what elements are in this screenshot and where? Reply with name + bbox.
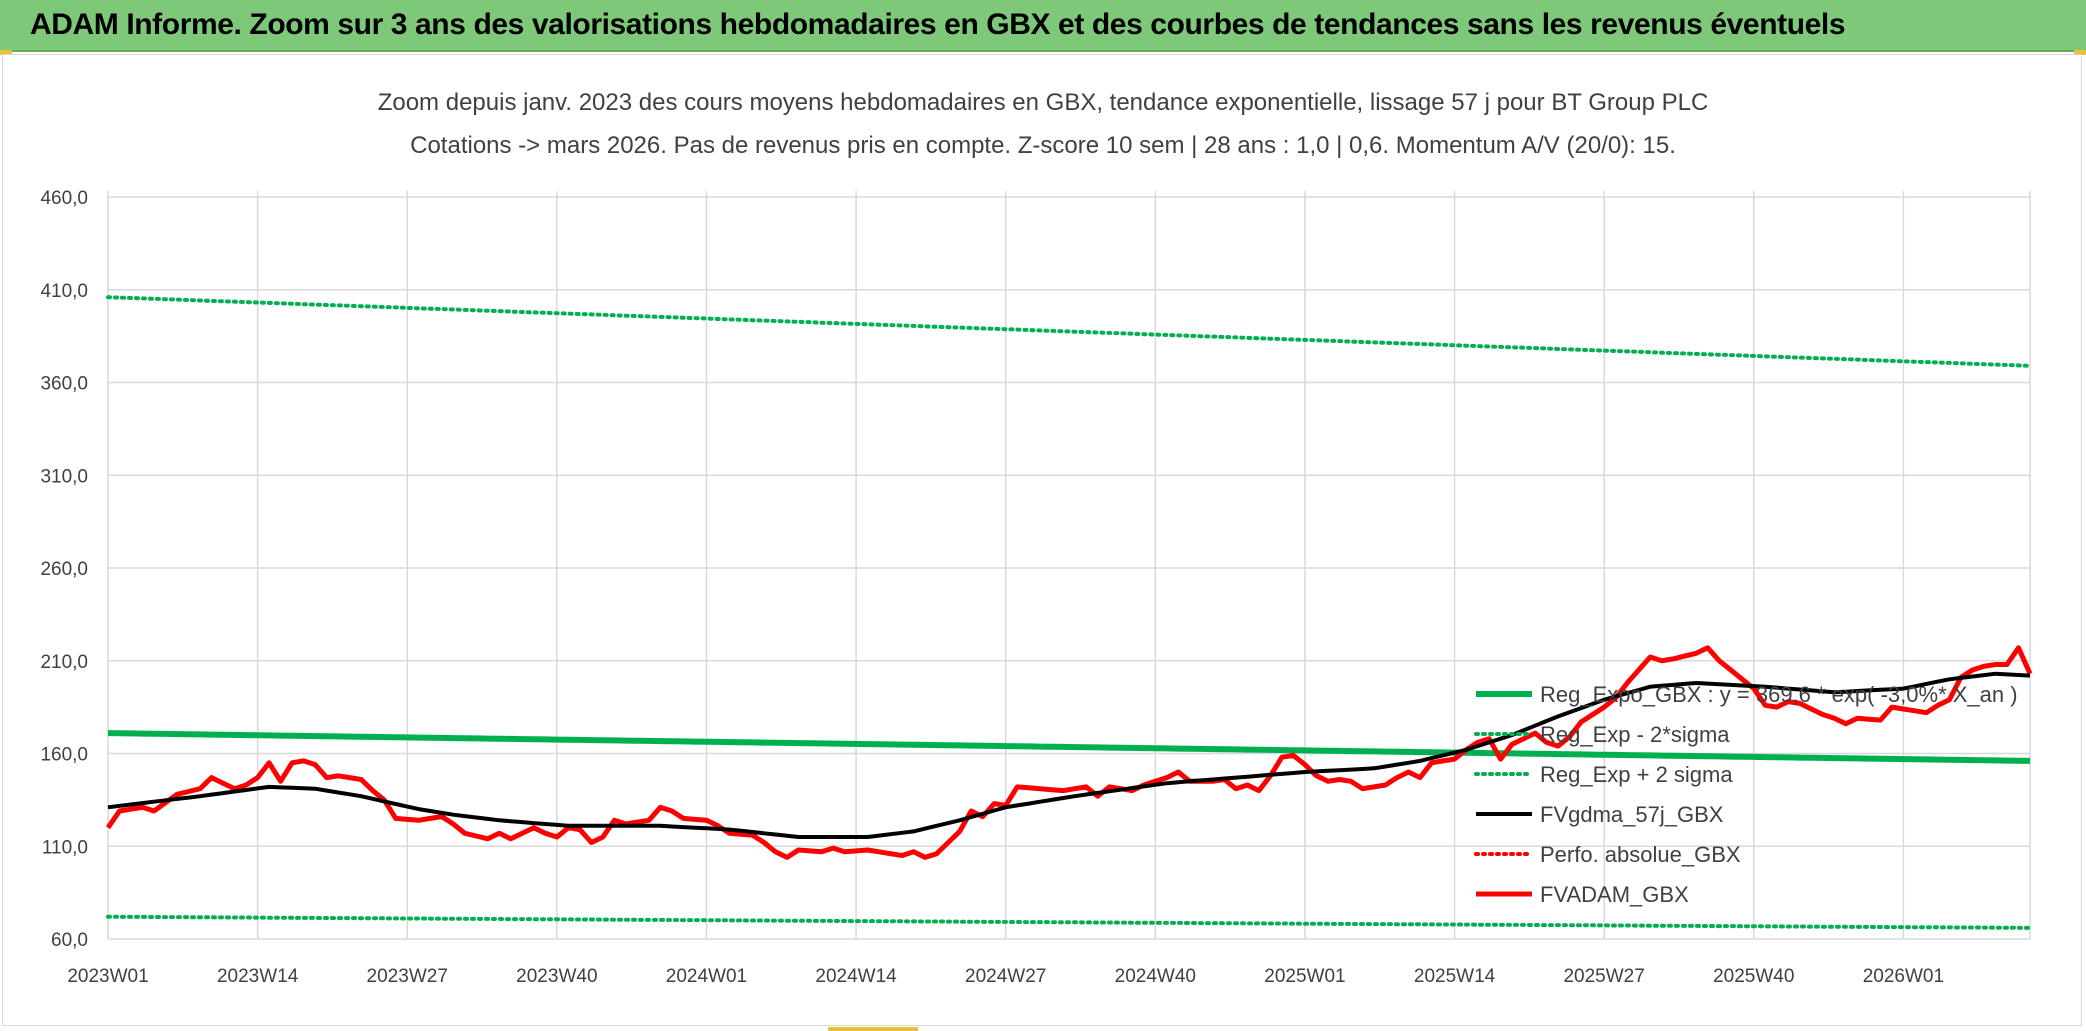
series-line-2 xyxy=(106,295,2032,368)
y-tick-label: 60,0 xyxy=(51,930,88,951)
y-tick-label: 160,0 xyxy=(40,745,88,766)
report-title: ADAM Informe. Zoom sur 3 ans des valoris… xyxy=(30,8,1846,41)
x-tick-label: 2024W01 xyxy=(666,966,747,987)
x-tick-label: 2025W40 xyxy=(1713,966,1794,987)
series-layer xyxy=(105,295,2033,930)
legend-label-3: FVgdma_57j_GBX xyxy=(1540,802,1724,827)
series-line-3 xyxy=(107,671,2031,839)
y-tick-label: 310,0 xyxy=(40,466,88,487)
legend-label-2: Reg_Exp + 2 sigma xyxy=(1540,762,1733,787)
series-line-0 xyxy=(107,730,2031,764)
chart-frame xyxy=(2,54,2082,1026)
legend-label-5: FVADAM_GBX xyxy=(1540,882,1689,907)
header-accent-right xyxy=(2074,50,2086,55)
legend-label-1: Reg_Exp - 2*sigma xyxy=(1540,722,1730,747)
y-axis: 460,0 410,0 360,0 310,0 260,0 210,0 160,0 110,0… xyxy=(40,188,88,951)
y-tick-label: 410,0 xyxy=(40,281,88,302)
report-header: ADAM Informe. Zoom sur 3 ans des valoris… xyxy=(0,0,2086,52)
y-tick-label: 210,0 xyxy=(40,652,88,673)
x-tick-label: 2025W14 xyxy=(1414,966,1496,987)
x-tick-label: 2025W27 xyxy=(1563,966,1644,987)
footer-accent xyxy=(828,1027,918,1031)
grid-lines xyxy=(107,191,2031,940)
y-tick-label: 460,0 xyxy=(40,188,88,209)
legend-label-0: Reg_Expo_GBX : y = 369,6 * exp( -3,0%* X… xyxy=(1540,682,2018,707)
x-tick-label: 2023W14 xyxy=(217,966,299,987)
x-tick-label: 2023W40 xyxy=(516,966,597,987)
chart-subtitle: Cotations -> mars 2026. Pas de revenus p… xyxy=(410,132,1676,159)
x-tick-label: 2023W27 xyxy=(367,966,448,987)
y-tick-label: 260,0 xyxy=(40,559,88,580)
x-tick-label: 2024W14 xyxy=(815,966,897,987)
legend: Reg_Expo_GBX : y = 369,6 * exp( -3,0%* X… xyxy=(1474,682,2018,907)
y-tick-label: 110,0 xyxy=(42,837,88,858)
x-tick-label: 2026W01 xyxy=(1863,966,1944,987)
x-tick-label: 2024W27 xyxy=(965,966,1046,987)
chart-title: Zoom depuis janv. 2023 des cours moyens … xyxy=(378,89,1709,116)
series-line-1 xyxy=(106,914,2032,930)
y-tick-label: 360,0 xyxy=(40,374,88,395)
x-tick-label: 2025W01 xyxy=(1264,966,1345,987)
x-tick-label: 2024W40 xyxy=(1115,966,1196,987)
x-axis: 2023W01 2023W14 2023W27 2023W40 2024W01 2024W… xyxy=(67,966,1944,987)
series-line-5 xyxy=(105,645,2033,860)
legend-label-4: Perfo. absolue_GBX xyxy=(1540,842,1741,867)
header-accent-left xyxy=(0,50,12,55)
x-tick-label: 2023W01 xyxy=(67,966,148,987)
